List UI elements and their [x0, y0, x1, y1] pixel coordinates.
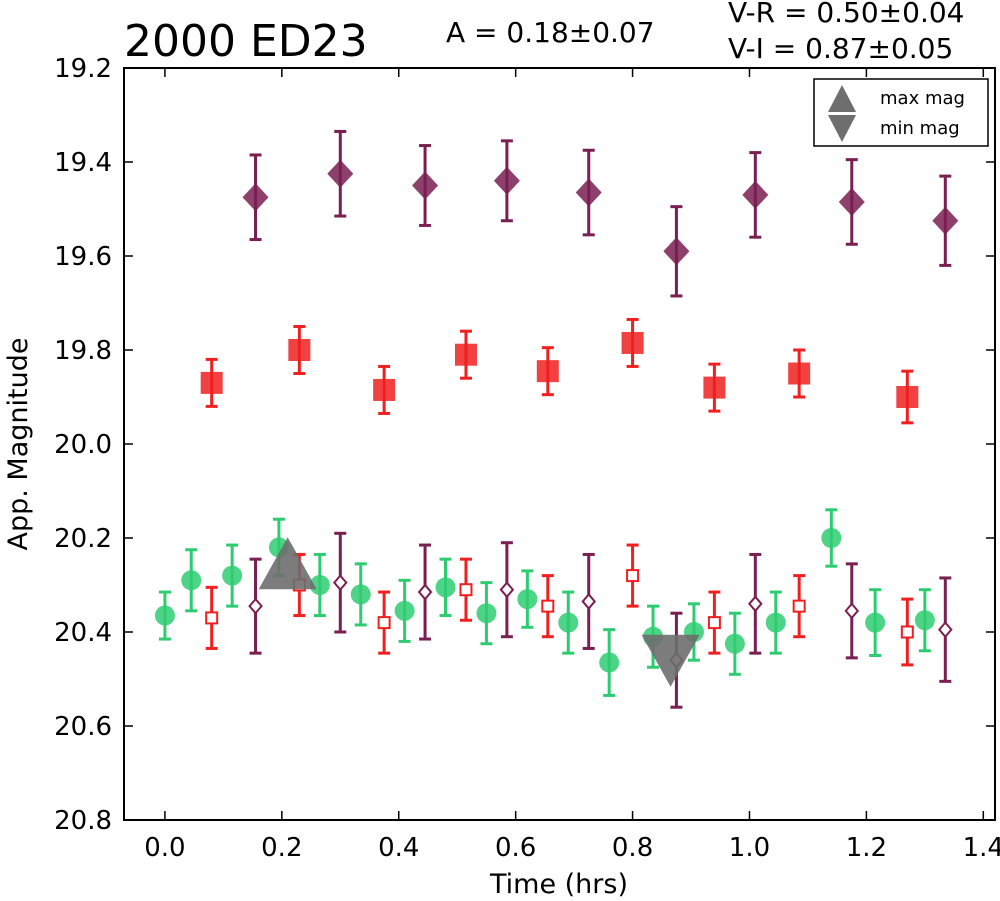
y-tick-label: 20.4 [54, 618, 112, 648]
point-V-circle-filled [914, 610, 935, 631]
point-R-square-open [459, 583, 473, 597]
point-V-circle-filled [154, 605, 175, 626]
point-R-square-open [792, 599, 806, 613]
point-R-square-open [900, 625, 914, 639]
point-I-diamond-open [417, 583, 433, 601]
point-I-diamond-filled [838, 187, 865, 216]
point-I-diamond-open [748, 595, 763, 613]
x-tick-label: 1.4 [963, 833, 1000, 863]
point-V-circle-filled [599, 652, 620, 673]
y-axis-label: App. Magnitude [3, 338, 34, 551]
legend-min-marker [828, 115, 856, 142]
point-I-diamond-open [332, 574, 348, 592]
point-R-square-open [541, 599, 555, 613]
point-V-circle-filled [181, 570, 202, 591]
y-tick-label: 20.2 [54, 524, 112, 554]
x-tick-label: 0.2 [261, 833, 302, 863]
point-I-diamond-filled [327, 159, 354, 188]
amplitude-label: A = 0.18±0.07 [446, 16, 655, 49]
point-V-circle-filled [765, 612, 786, 633]
x-tick-label: 1.2 [846, 833, 887, 863]
point-R-square-open [707, 616, 721, 630]
point-V-circle-filled [558, 612, 579, 633]
point-I-diamond-filled [493, 166, 520, 195]
data-marks [154, 129, 959, 709]
x-tick-label: 0.6 [495, 833, 536, 863]
point-I-diamond-open [248, 597, 263, 615]
y-tick-label: 20.6 [54, 712, 112, 742]
point-I-diamond-open [499, 581, 515, 599]
legend-max-label: max mag [880, 88, 965, 109]
point-I-diamond-open [581, 592, 597, 610]
x-tick-label: 0.4 [378, 833, 419, 863]
point-V-circle-filled [309, 575, 330, 595]
point-R-square-filled [536, 360, 559, 383]
x-axis-label: Time (hrs) [489, 869, 628, 900]
point-R-square-filled [896, 386, 919, 408]
color-index-vi: V-I = 0.87±0.05 [728, 32, 953, 65]
point-R-square-open [626, 569, 640, 583]
point-R-square-filled [288, 339, 311, 361]
min-mag-marker [641, 634, 700, 687]
axis-ticks: 0.0 0.2 0.4 0.6 0.8 1.0 1.2 1.4 19.2 19.4 19.6 19.8… [54, 54, 1000, 863]
point-I-diamond-filled [575, 178, 602, 207]
max-mag-marker [258, 537, 317, 590]
point-I-diamond-filled [663, 237, 690, 266]
x-tick-label: 0.0 [144, 833, 185, 863]
point-V-circle-filled [821, 528, 842, 548]
point-I-diamond-filled [742, 180, 769, 209]
point-R-square-filled [621, 331, 644, 354]
x-tick-label: 0.8 [612, 833, 653, 863]
color-index-vr: V-R = 0.50±0.04 [728, 0, 964, 29]
point-V-circle-filled [724, 633, 745, 654]
point-I-diamond-filled [932, 206, 959, 235]
x-tick-label: 1.0 [729, 833, 770, 863]
point-R-square-open [377, 616, 391, 630]
point-V-circle-filled [222, 565, 243, 586]
point-I-diamond-open [844, 602, 860, 620]
point-R-square-filled [703, 376, 726, 399]
point-I-diamond-filled [242, 183, 269, 212]
point-R-square-filled [454, 343, 477, 366]
y-tick-label: 19.8 [54, 336, 112, 366]
point-I-diamond-filled [412, 171, 439, 200]
point-V-circle-filled [517, 589, 538, 610]
point-V-circle-filled [394, 600, 415, 621]
point-R-square-filled [373, 378, 396, 401]
y-tick-label: 19.2 [54, 54, 112, 84]
legend-max-marker [828, 85, 856, 112]
legend: max mag min mag [813, 78, 989, 147]
plot-frame [123, 67, 996, 821]
point-R-square-open [205, 611, 219, 625]
chart-title: 2000 ED23 [124, 16, 368, 67]
point-I-diamond-open [937, 621, 953, 639]
legend-min-label: min mag [880, 118, 960, 139]
y-tick-label: 19.6 [54, 242, 112, 272]
point-V-circle-filled [865, 612, 886, 633]
y-tick-label: 20.8 [54, 806, 112, 836]
point-V-circle-filled [350, 584, 371, 605]
y-tick-label: 20.0 [54, 430, 112, 460]
point-R-square-filled [788, 362, 811, 385]
point-V-circle-filled [476, 603, 497, 624]
point-V-circle-filled [435, 577, 456, 598]
point-R-square-filled [200, 371, 223, 394]
y-tick-label: 19.4 [54, 148, 112, 178]
